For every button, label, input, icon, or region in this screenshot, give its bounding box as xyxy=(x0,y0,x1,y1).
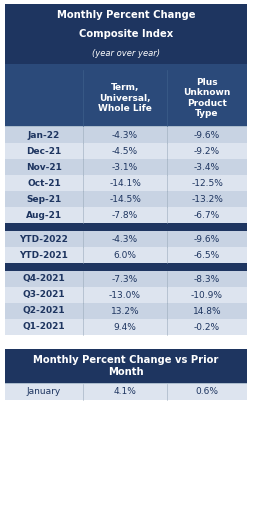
Text: 14.8%: 14.8% xyxy=(193,306,221,315)
Text: -3.1%: -3.1% xyxy=(112,162,138,171)
Text: Q3-2021: Q3-2021 xyxy=(23,290,65,300)
Bar xyxy=(5,287,247,303)
Bar xyxy=(5,70,83,126)
Text: -7.8%: -7.8% xyxy=(112,211,138,220)
Bar xyxy=(5,126,247,127)
Text: 6.0%: 6.0% xyxy=(114,251,136,260)
Text: Q4-2021: Q4-2021 xyxy=(23,275,65,284)
Text: -4.3%: -4.3% xyxy=(112,130,138,139)
Text: Dec-21: Dec-21 xyxy=(26,146,62,155)
Bar xyxy=(5,231,247,247)
Bar xyxy=(5,384,247,400)
Text: Plus
Unknown
Product
Type: Plus Unknown Product Type xyxy=(183,78,231,118)
Bar xyxy=(5,223,247,231)
Text: -9.2%: -9.2% xyxy=(194,146,220,155)
Text: Monthly Percent Change vs Prior
Month: Monthly Percent Change vs Prior Month xyxy=(33,355,219,377)
Text: -7.3%: -7.3% xyxy=(112,275,138,284)
Text: Sep-21: Sep-21 xyxy=(26,195,62,204)
Text: -14.1%: -14.1% xyxy=(109,179,141,187)
Text: -13.2%: -13.2% xyxy=(191,195,223,204)
Text: Term,
Universal,
Whole Life: Term, Universal, Whole Life xyxy=(98,83,152,113)
Text: Q2-2021: Q2-2021 xyxy=(23,306,65,315)
Text: -14.5%: -14.5% xyxy=(109,195,141,204)
Bar xyxy=(5,191,247,207)
Text: (year over year): (year over year) xyxy=(92,49,160,59)
Bar xyxy=(5,143,247,159)
Text: Composite Index: Composite Index xyxy=(79,29,173,39)
Bar xyxy=(5,207,247,223)
Text: 0.6%: 0.6% xyxy=(196,387,218,396)
Text: YTD-2022: YTD-2022 xyxy=(20,235,68,244)
Text: -9.6%: -9.6% xyxy=(194,130,220,139)
Bar xyxy=(5,247,247,263)
Text: -8.3%: -8.3% xyxy=(194,275,220,284)
Bar xyxy=(5,383,247,384)
Text: Monthly Percent Change: Monthly Percent Change xyxy=(57,11,195,20)
Text: -6.5%: -6.5% xyxy=(194,251,220,260)
Text: -3.4%: -3.4% xyxy=(194,162,220,171)
Text: -9.6%: -9.6% xyxy=(194,235,220,244)
Bar xyxy=(5,64,247,70)
Bar xyxy=(5,159,247,175)
Text: -10.9%: -10.9% xyxy=(191,290,223,300)
Text: YTD-2021: YTD-2021 xyxy=(20,251,68,260)
Bar xyxy=(5,175,247,191)
Bar xyxy=(5,319,247,335)
Text: Q1-2021: Q1-2021 xyxy=(23,322,65,331)
Text: Aug-21: Aug-21 xyxy=(26,211,62,220)
Bar xyxy=(83,70,167,126)
Text: 9.4%: 9.4% xyxy=(114,322,136,331)
Bar xyxy=(5,349,247,383)
Text: -4.5%: -4.5% xyxy=(112,146,138,155)
Text: Jan-22: Jan-22 xyxy=(28,130,60,139)
Bar xyxy=(5,263,247,271)
Text: -12.5%: -12.5% xyxy=(191,179,223,187)
Text: -6.7%: -6.7% xyxy=(194,211,220,220)
Bar xyxy=(167,70,247,126)
Bar xyxy=(5,271,247,287)
Text: -13.0%: -13.0% xyxy=(109,290,141,300)
Text: -0.2%: -0.2% xyxy=(194,322,220,331)
Text: January: January xyxy=(27,387,61,396)
Bar xyxy=(5,303,247,319)
Bar xyxy=(5,127,247,143)
Text: 4.1%: 4.1% xyxy=(114,387,136,396)
Bar xyxy=(5,4,247,64)
Text: 13.2%: 13.2% xyxy=(111,306,139,315)
Text: -4.3%: -4.3% xyxy=(112,235,138,244)
Text: Oct-21: Oct-21 xyxy=(27,179,61,187)
Text: Nov-21: Nov-21 xyxy=(26,162,62,171)
